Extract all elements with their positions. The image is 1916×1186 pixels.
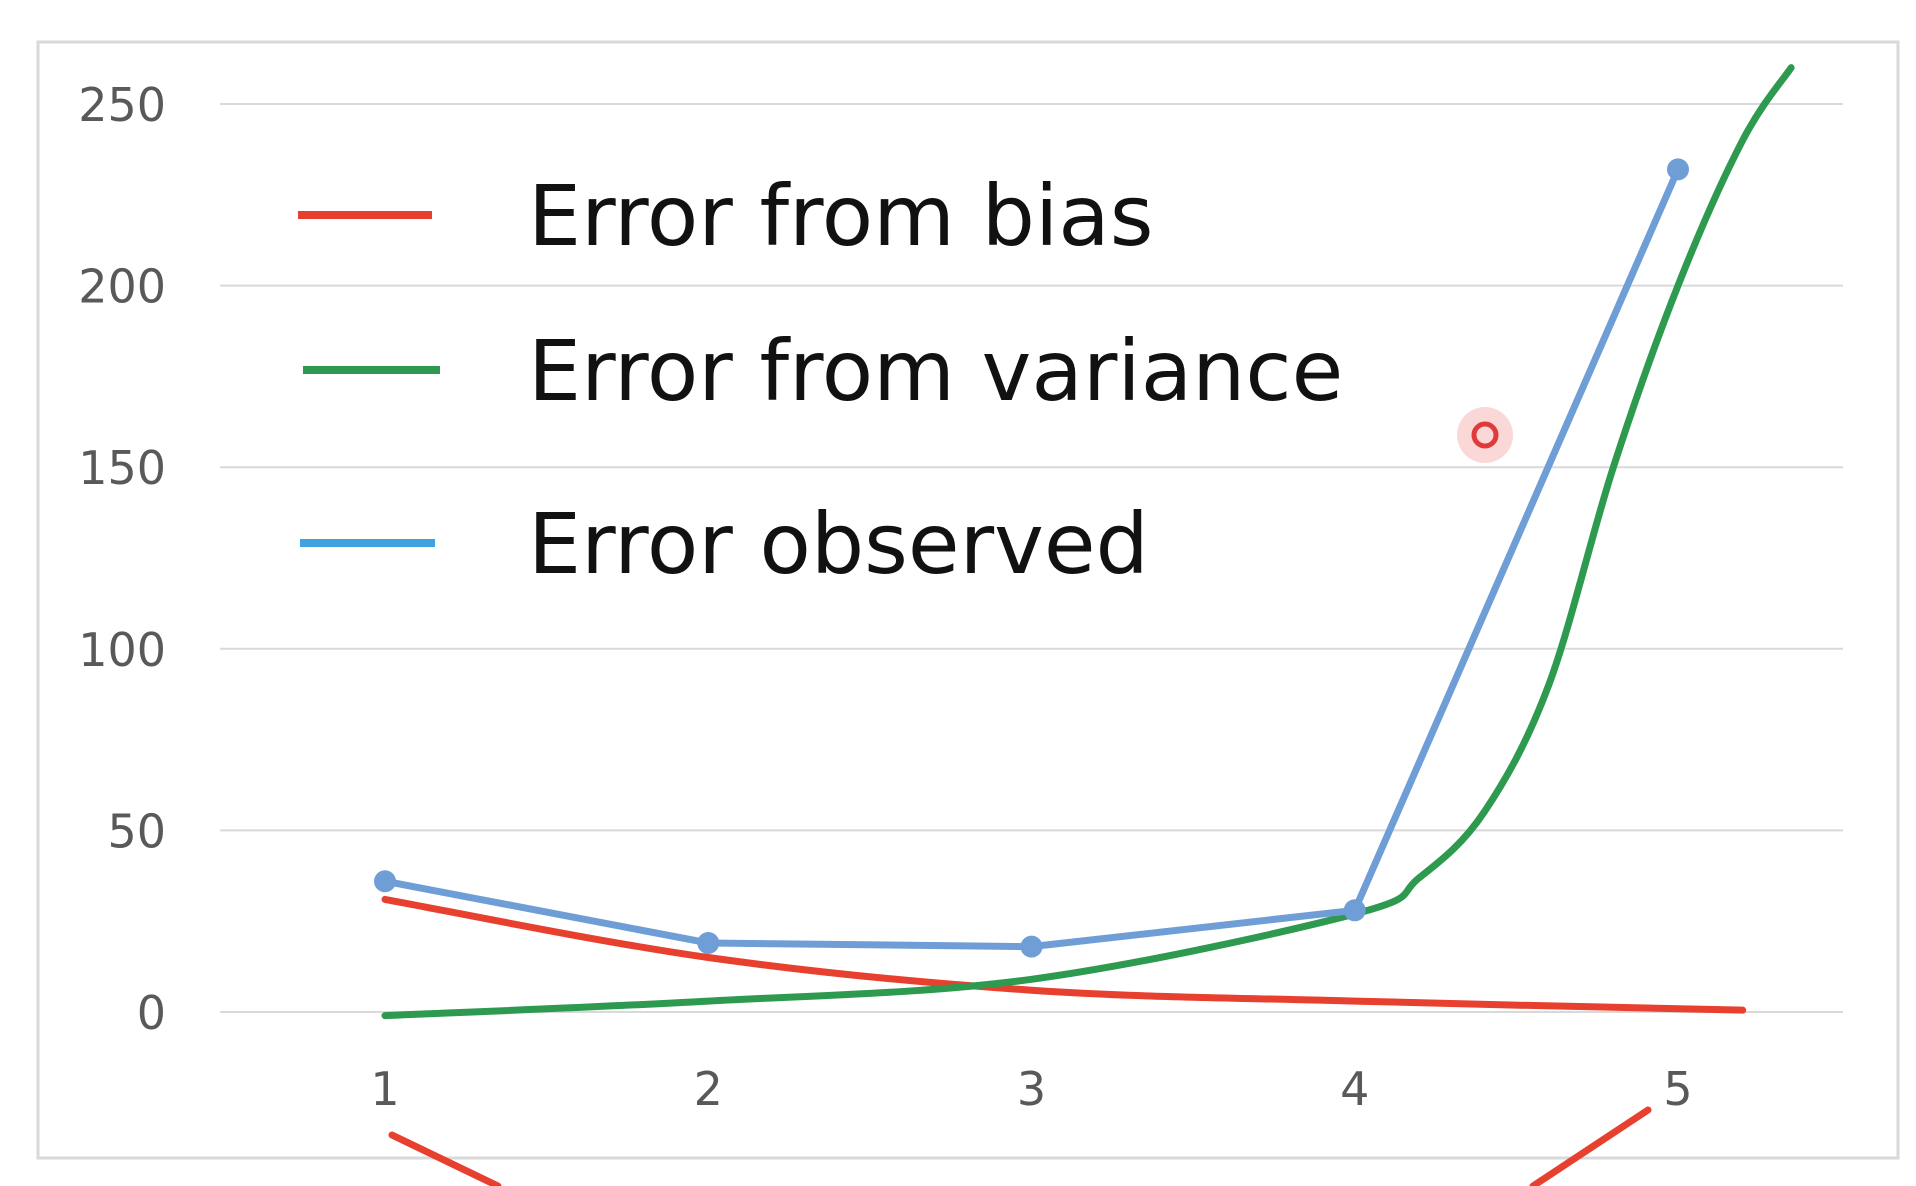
cursor-icon [1471, 421, 1499, 449]
y-tick-label: 150 [78, 441, 166, 495]
y-axis-ticks: 0 50 100 150 200 250 [78, 78, 166, 1040]
y-tick-label: 200 [78, 260, 166, 314]
series-markers [374, 158, 1689, 958]
x-tick-label: 3 [1017, 1062, 1046, 1116]
y-tick-label: 50 [107, 804, 166, 858]
series-line-error-from-bias [381, 895, 1747, 1014]
x-tick-label: 5 [1663, 1062, 1692, 1116]
pen-stroke-left [388, 1131, 502, 1186]
y-tick-label: 250 [78, 78, 166, 132]
x-tick-label: 2 [694, 1062, 723, 1116]
data-point-error-observed [374, 870, 396, 893]
chart-area-border [36, 40, 1900, 1160]
x-axis-ticks: 1 2 3 4 5 [370, 1062, 1692, 1116]
legend-label-error-from-bias: Error from bias [528, 167, 1154, 265]
annotation-decorations [388, 407, 1652, 1186]
series-line-error-from-variance [381, 64, 1795, 1020]
y-tick-label: 100 [78, 623, 166, 677]
data-point-error-observed [1343, 899, 1366, 922]
legend-label-error-from-variance: Error from variance [528, 322, 1343, 420]
data-point-error-observed [697, 931, 720, 954]
cursor-halo [1457, 407, 1513, 463]
pen-stroke-right [1529, 1106, 1652, 1186]
legend-label-error-observed: Error observed [528, 495, 1149, 593]
legend: Error from bias Error from variance Error … [298, 167, 1343, 593]
x-tick-label: 1 [370, 1062, 399, 1116]
x-tick-label: 4 [1340, 1062, 1369, 1116]
y-tick-label: 0 [137, 986, 166, 1040]
data-point-error-observed [1020, 935, 1043, 958]
data-point-error-observed [1667, 158, 1689, 181]
